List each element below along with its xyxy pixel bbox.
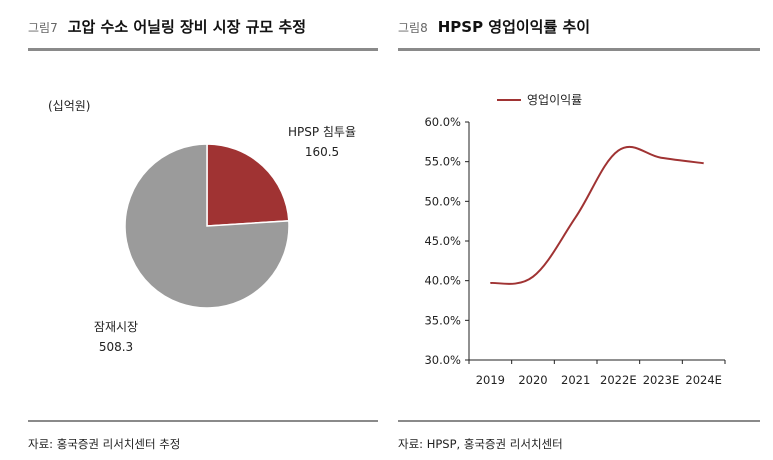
slice-value-potential-market: 508.3: [99, 340, 133, 354]
pie-unit-label: (십억원): [48, 99, 90, 113]
slice-value-hpsp: 160.5: [305, 145, 339, 159]
x-tick-label: 2023E: [643, 373, 680, 387]
y-tick-label: 45.0%: [424, 234, 461, 248]
pie-chart: (십억원) HPSP 침투율 160.5 잠재시장 508.3: [48, 99, 356, 354]
figure-8-top-rule: [398, 48, 760, 51]
series-line-operating-margin: [490, 145, 704, 285]
figure-7-top-rule: [28, 48, 378, 51]
figure-7-title: 고압 수소 어닐링 장비 시장 규모 추정: [67, 18, 307, 36]
y-tick-label: 35.0%: [424, 313, 461, 327]
figure-8-header: 그림8 HPSP 영업이익률 추이: [398, 16, 590, 37]
slice-label-hpsp: HPSP 침투율: [288, 125, 356, 139]
figure-7-bottom-rule: [28, 420, 378, 422]
x-tick-label: 2024E: [685, 373, 722, 387]
y-tick-label: 55.0%: [424, 155, 461, 169]
x-axis: 2019 2020 2021 2022E 2023E 2024E: [468, 359, 726, 387]
x-tick-label: 2019: [476, 373, 505, 387]
x-tick-label: 2021: [561, 373, 590, 387]
figure-8-source: 자료: HPSP, 홍국증권 리서치센터: [398, 437, 563, 451]
y-tick-label: 50.0%: [424, 194, 461, 208]
x-tick-label: 2022E: [600, 373, 637, 387]
line-chart: 영업이익률 60.0% 55.0% 50.0% 45.0% 40.0% 35.0% 30.0…: [424, 93, 726, 387]
figure-8-number: 그림8: [398, 21, 428, 35]
pie-slice-hpsp: [206, 143, 290, 227]
y-tick-label: 30.0%: [424, 353, 461, 367]
figure-8-title: HPSP 영업이익률 추이: [437, 18, 591, 36]
figure-7-number: 그림7: [28, 21, 58, 35]
figure-7-panel: 그림7 고압 수소 어닐링 장비 시장 규모 추정 (십억원) HPSP 침투율…: [0, 0, 385, 460]
y-axis: 60.0% 55.0% 50.0% 45.0% 40.0% 35.0% 30.0%: [424, 115, 470, 367]
figure-8-bottom-rule: [398, 420, 760, 422]
legend-label: 영업이익률: [527, 93, 582, 107]
x-tick-label: 2020: [518, 373, 547, 387]
y-tick-label: 40.0%: [424, 274, 461, 288]
y-tick-label: 60.0%: [424, 115, 461, 129]
figure-7-source: 자료: 홍국증권 리서치센터 추정: [28, 437, 181, 451]
figure-8-panel: 그림8 HPSP 영업이익률 추이 영업이익률 60.0% 55.0% 50.0% 4…: [385, 0, 773, 460]
slice-label-potential-market: 잠재시장: [94, 320, 138, 334]
figure-7-header: 그림7 고압 수소 어닐링 장비 시장 규모 추정: [28, 16, 306, 37]
pie-slice-potential-market: [124, 143, 290, 309]
